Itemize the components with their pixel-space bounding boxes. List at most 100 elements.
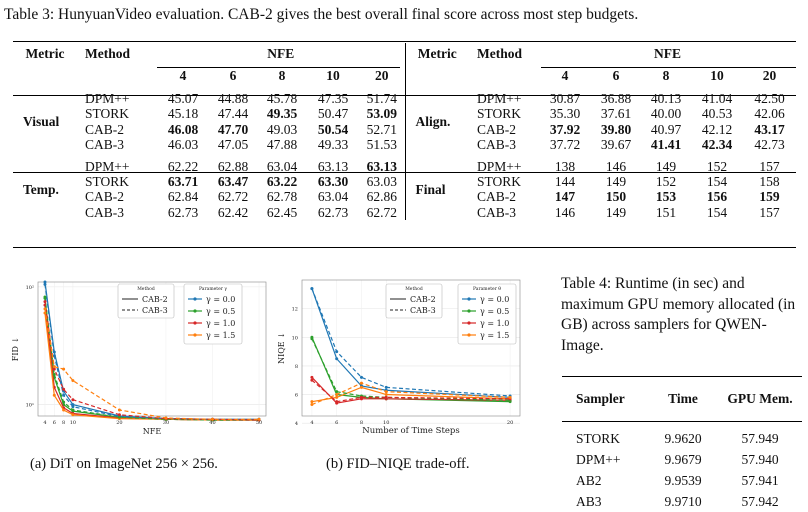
x-axis-label: NFE	[143, 427, 162, 436]
method-cell: DPM++	[469, 87, 539, 106]
method-cell: CAB-3	[77, 137, 157, 152]
value-cell: 154	[691, 174, 743, 189]
nfe-value: 6	[591, 65, 641, 87]
value-cell: 42.06	[743, 106, 796, 121]
data-point	[310, 403, 313, 406]
data-point	[385, 390, 388, 393]
data-point	[360, 376, 363, 379]
data-point	[335, 390, 338, 393]
legend-label: γ = 0.5	[206, 307, 235, 316]
nfe-value: 4	[157, 65, 209, 87]
value-cell: 154	[691, 205, 743, 220]
method-cell: CAB-2	[469, 189, 539, 204]
legend-label: CAB-3	[142, 306, 168, 315]
value-cell: 40.13	[641, 87, 691, 106]
value-cell: 49.03	[257, 122, 307, 137]
value-cell: 42.12	[691, 122, 743, 137]
metric-label: Visual	[13, 87, 77, 153]
param-legend-title: Parameter γ	[199, 286, 227, 292]
nfe-value: 10	[691, 65, 743, 87]
data-point	[509, 396, 512, 399]
data-point	[118, 413, 121, 416]
header-nfe: NFE	[539, 43, 796, 65]
method-cell: CAB-2	[77, 189, 157, 204]
header-method: Method	[469, 43, 539, 65]
legend-label: γ = 0.0	[480, 295, 509, 304]
value-cell: 62.88	[209, 153, 257, 174]
data-point	[360, 396, 363, 399]
data-point	[335, 357, 338, 360]
value-cell: 42.73	[743, 137, 796, 152]
value-cell: 63.30	[307, 174, 359, 189]
value-cell: 47.70	[209, 122, 257, 137]
data-point	[310, 379, 313, 382]
value-cell: 40.00	[641, 106, 691, 121]
data-point	[310, 287, 313, 290]
legend-label: CAB-2	[142, 295, 168, 304]
value-cell: 62.73	[307, 205, 359, 220]
data-point	[385, 393, 388, 396]
table4-header: Time	[648, 377, 718, 422]
metric-label: Final	[405, 153, 469, 221]
table4-caption: Table 4: Runtime (in sec) and maximum GP…	[561, 274, 806, 356]
data-point	[43, 296, 46, 299]
table3-caption: Table 3: HunyuanVideo evaluation. CAB-2 …	[4, 6, 804, 24]
x-tick-label: 4	[310, 420, 313, 426]
value-cell: 51.53	[359, 137, 405, 152]
value-cell: 42.50	[743, 87, 796, 106]
y-tick-label: 4	[295, 421, 298, 427]
value-cell: 62.86	[359, 189, 405, 204]
method-cell: DPM++	[469, 153, 539, 174]
value-cell: 47.88	[257, 137, 307, 152]
value-cell: 45.78	[257, 87, 307, 106]
value-cell: 45.18	[157, 106, 209, 121]
value-cell: 62.72	[359, 205, 405, 220]
nfe-value: 6	[209, 65, 257, 87]
y-tick-label: 12	[292, 307, 298, 313]
metric-label: Align.	[405, 87, 469, 153]
data-point	[335, 350, 338, 353]
data-point	[335, 393, 338, 396]
value-cell: 62.84	[157, 189, 209, 204]
data-point	[71, 398, 74, 401]
legend-label: γ = 0.0	[206, 295, 235, 304]
param-legend-title: Parameter θ	[473, 286, 501, 292]
value-cell: 63.04	[257, 153, 307, 174]
y-tick-label: 6	[295, 393, 298, 399]
value-cell: 149	[641, 153, 691, 174]
table4-cell: DPM++	[562, 449, 648, 470]
value-cell: 47.44	[209, 106, 257, 121]
blank	[13, 65, 77, 87]
data-point	[310, 337, 313, 340]
value-cell: 40.97	[641, 122, 691, 137]
data-point	[53, 373, 56, 376]
value-cell: 42.34	[691, 137, 743, 152]
y-tick-label: 8	[295, 364, 298, 370]
legend-label: γ = 0.5	[480, 307, 509, 316]
value-cell: 41.41	[641, 137, 691, 152]
data-point	[53, 365, 56, 368]
value-cell: 43.17	[743, 122, 796, 137]
nfe-value: 20	[743, 65, 796, 87]
value-cell: 147	[539, 189, 591, 204]
table4-cell: 57.941	[718, 470, 802, 491]
value-cell: 144	[539, 174, 591, 189]
value-cell: 37.92	[539, 122, 591, 137]
data-point	[71, 408, 74, 411]
legend-marker	[193, 297, 196, 300]
method-legend-title: Method	[405, 286, 423, 292]
value-cell: 47.35	[307, 87, 359, 106]
method-cell: DPM++	[77, 153, 157, 174]
legend-marker	[193, 309, 196, 312]
data-point	[385, 396, 388, 399]
value-cell: 51.74	[359, 87, 405, 106]
value-cell: 62.42	[209, 205, 257, 220]
x-tick-label: 6	[335, 420, 338, 426]
data-point	[335, 400, 338, 403]
x-tick-label: 30	[163, 420, 169, 426]
header-nfe: NFE	[157, 43, 405, 65]
